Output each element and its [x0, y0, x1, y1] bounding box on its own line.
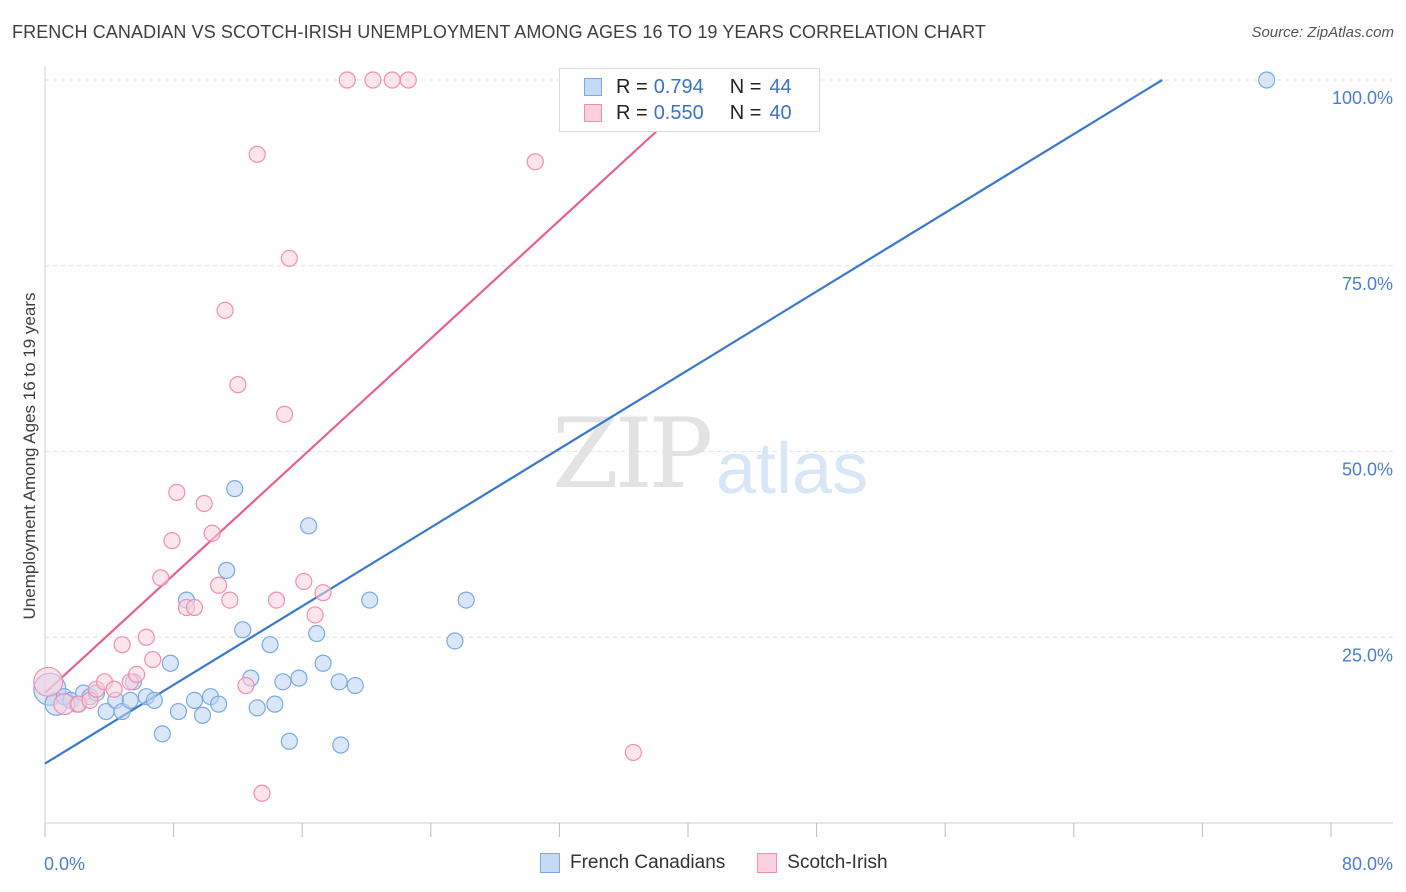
point-scotch-irish [210, 576, 228, 594]
r-label: R = [616, 75, 648, 98]
point-scotch-irish [383, 71, 401, 89]
point-scotch-irish [229, 376, 247, 394]
point-scotch-irish [105, 680, 123, 698]
point-french-canadians [280, 732, 298, 750]
point-scotch-irish [338, 71, 356, 89]
source-label: Source: ZipAtlas.com [1251, 24, 1394, 41]
point-french-canadians [266, 695, 284, 713]
stats-legend: R = 0.794 N = 44 R = 0.550 N = 40 [559, 68, 820, 132]
legend-row-scotch-irish: R = 0.550 N = 40 [584, 101, 792, 125]
point-scotch-irish [314, 584, 332, 602]
point-french-canadians [446, 632, 464, 650]
point-scotch-irish [152, 569, 170, 587]
legend-item-scotch-irish[interactable]: Scotch-Irish [757, 852, 888, 874]
legend-label: French Canadians [570, 852, 726, 873]
point-scotch-irish [267, 591, 286, 609]
watermark-atlas: atlas [716, 429, 869, 509]
point-french-canadians [226, 480, 244, 498]
point-french-canadians [121, 691, 139, 710]
legend-row-french-canadians: R = 0.794 N = 44 [584, 75, 792, 99]
n-value: 44 [769, 75, 792, 98]
point-scotch-irish [137, 628, 155, 646]
grid-lines [45, 79, 1393, 638]
point-scotch-irish [295, 572, 313, 591]
point-scotch-irish [185, 598, 204, 617]
watermark-zip: ZIP [552, 398, 713, 510]
series-legend: French Canadians Scotch-Irish [540, 852, 920, 874]
y-tick-label: 75.0% [1342, 274, 1393, 294]
r-value: 0.550 [653, 101, 704, 124]
point-french-canadians [457, 591, 475, 609]
r-label: R = [616, 101, 648, 124]
point-scotch-irish [306, 606, 324, 624]
legend-swatch-pink [757, 853, 778, 873]
data-points [33, 71, 1276, 802]
chart-title: FRENCH CANADIAN VS SCOTCH-IRISH UNEMPLOY… [12, 22, 986, 42]
point-french-canadians [346, 676, 364, 695]
y-tick-label: 50.0% [1342, 460, 1393, 480]
point-french-canadians [361, 591, 379, 609]
point-scotch-irish [221, 591, 239, 609]
point-french-canadians [153, 725, 171, 743]
n-label: N = [729, 101, 762, 124]
point-scotch-irish [253, 784, 271, 802]
legend-item-french-canadians[interactable]: French Canadians [540, 852, 725, 874]
legend-swatch-pink [584, 104, 602, 122]
trend-lines [44, 79, 1163, 765]
legend-swatch-blue [540, 853, 560, 873]
n-value: 40 [769, 101, 792, 124]
point-scotch-irish [399, 71, 417, 89]
point-scotch-irish [216, 301, 234, 319]
point-scotch-irish [168, 483, 186, 501]
point-french-canadians [193, 706, 212, 724]
point-french-canadians [161, 654, 179, 672]
point-scotch-irish [275, 405, 294, 423]
point-french-canadians [330, 673, 348, 691]
point-french-canadians [210, 695, 228, 713]
point-french-canadians [290, 669, 308, 687]
point-french-canadians [185, 691, 204, 710]
n-label: N = [729, 75, 762, 98]
trend-line-scotch-irish [44, 116, 673, 694]
point-french-canadians [300, 517, 318, 535]
point-french-canadians [218, 561, 236, 579]
point-scotch-irish [128, 665, 146, 684]
y-tick-label: 100.0% [1332, 88, 1393, 108]
point-scotch-irish [113, 636, 131, 654]
point-scotch-irish [237, 676, 255, 695]
point-french-canadians [1258, 71, 1276, 89]
y-tick-label: 25.0% [1342, 645, 1393, 665]
point-french-canadians [248, 699, 266, 717]
point-scotch-irish [624, 743, 642, 762]
point-french-canadians [332, 736, 350, 754]
point-scotch-irish [280, 249, 298, 267]
x-tick-label-max: 80.0% [1342, 854, 1393, 874]
tick-labels: 25.0% 50.0% 75.0% 100.0% 0.0% 80.0% [44, 88, 1393, 874]
point-french-canadians [274, 673, 292, 691]
point-scotch-irish [195, 494, 213, 513]
point-scotch-irish [33, 666, 64, 697]
point-scotch-irish [144, 650, 162, 669]
point-scotch-irish [163, 532, 181, 550]
point-french-canadians [145, 691, 163, 710]
legend-label: Scotch-Irish [787, 852, 888, 873]
point-scotch-irish [203, 524, 221, 542]
x-tick-label-min: 0.0% [44, 854, 85, 874]
point-french-canadians [314, 654, 332, 672]
point-french-canadians [234, 621, 252, 639]
trend-line-french-canadians [44, 79, 1163, 765]
point-french-canadians [261, 636, 279, 654]
point-french-canadians [169, 702, 188, 721]
legend-swatch-blue [584, 78, 602, 96]
point-scotch-irish [364, 71, 382, 89]
point-french-canadians [308, 624, 326, 643]
point-scotch-irish [248, 145, 266, 163]
r-value: 0.794 [653, 75, 704, 98]
point-scotch-irish [526, 153, 544, 171]
